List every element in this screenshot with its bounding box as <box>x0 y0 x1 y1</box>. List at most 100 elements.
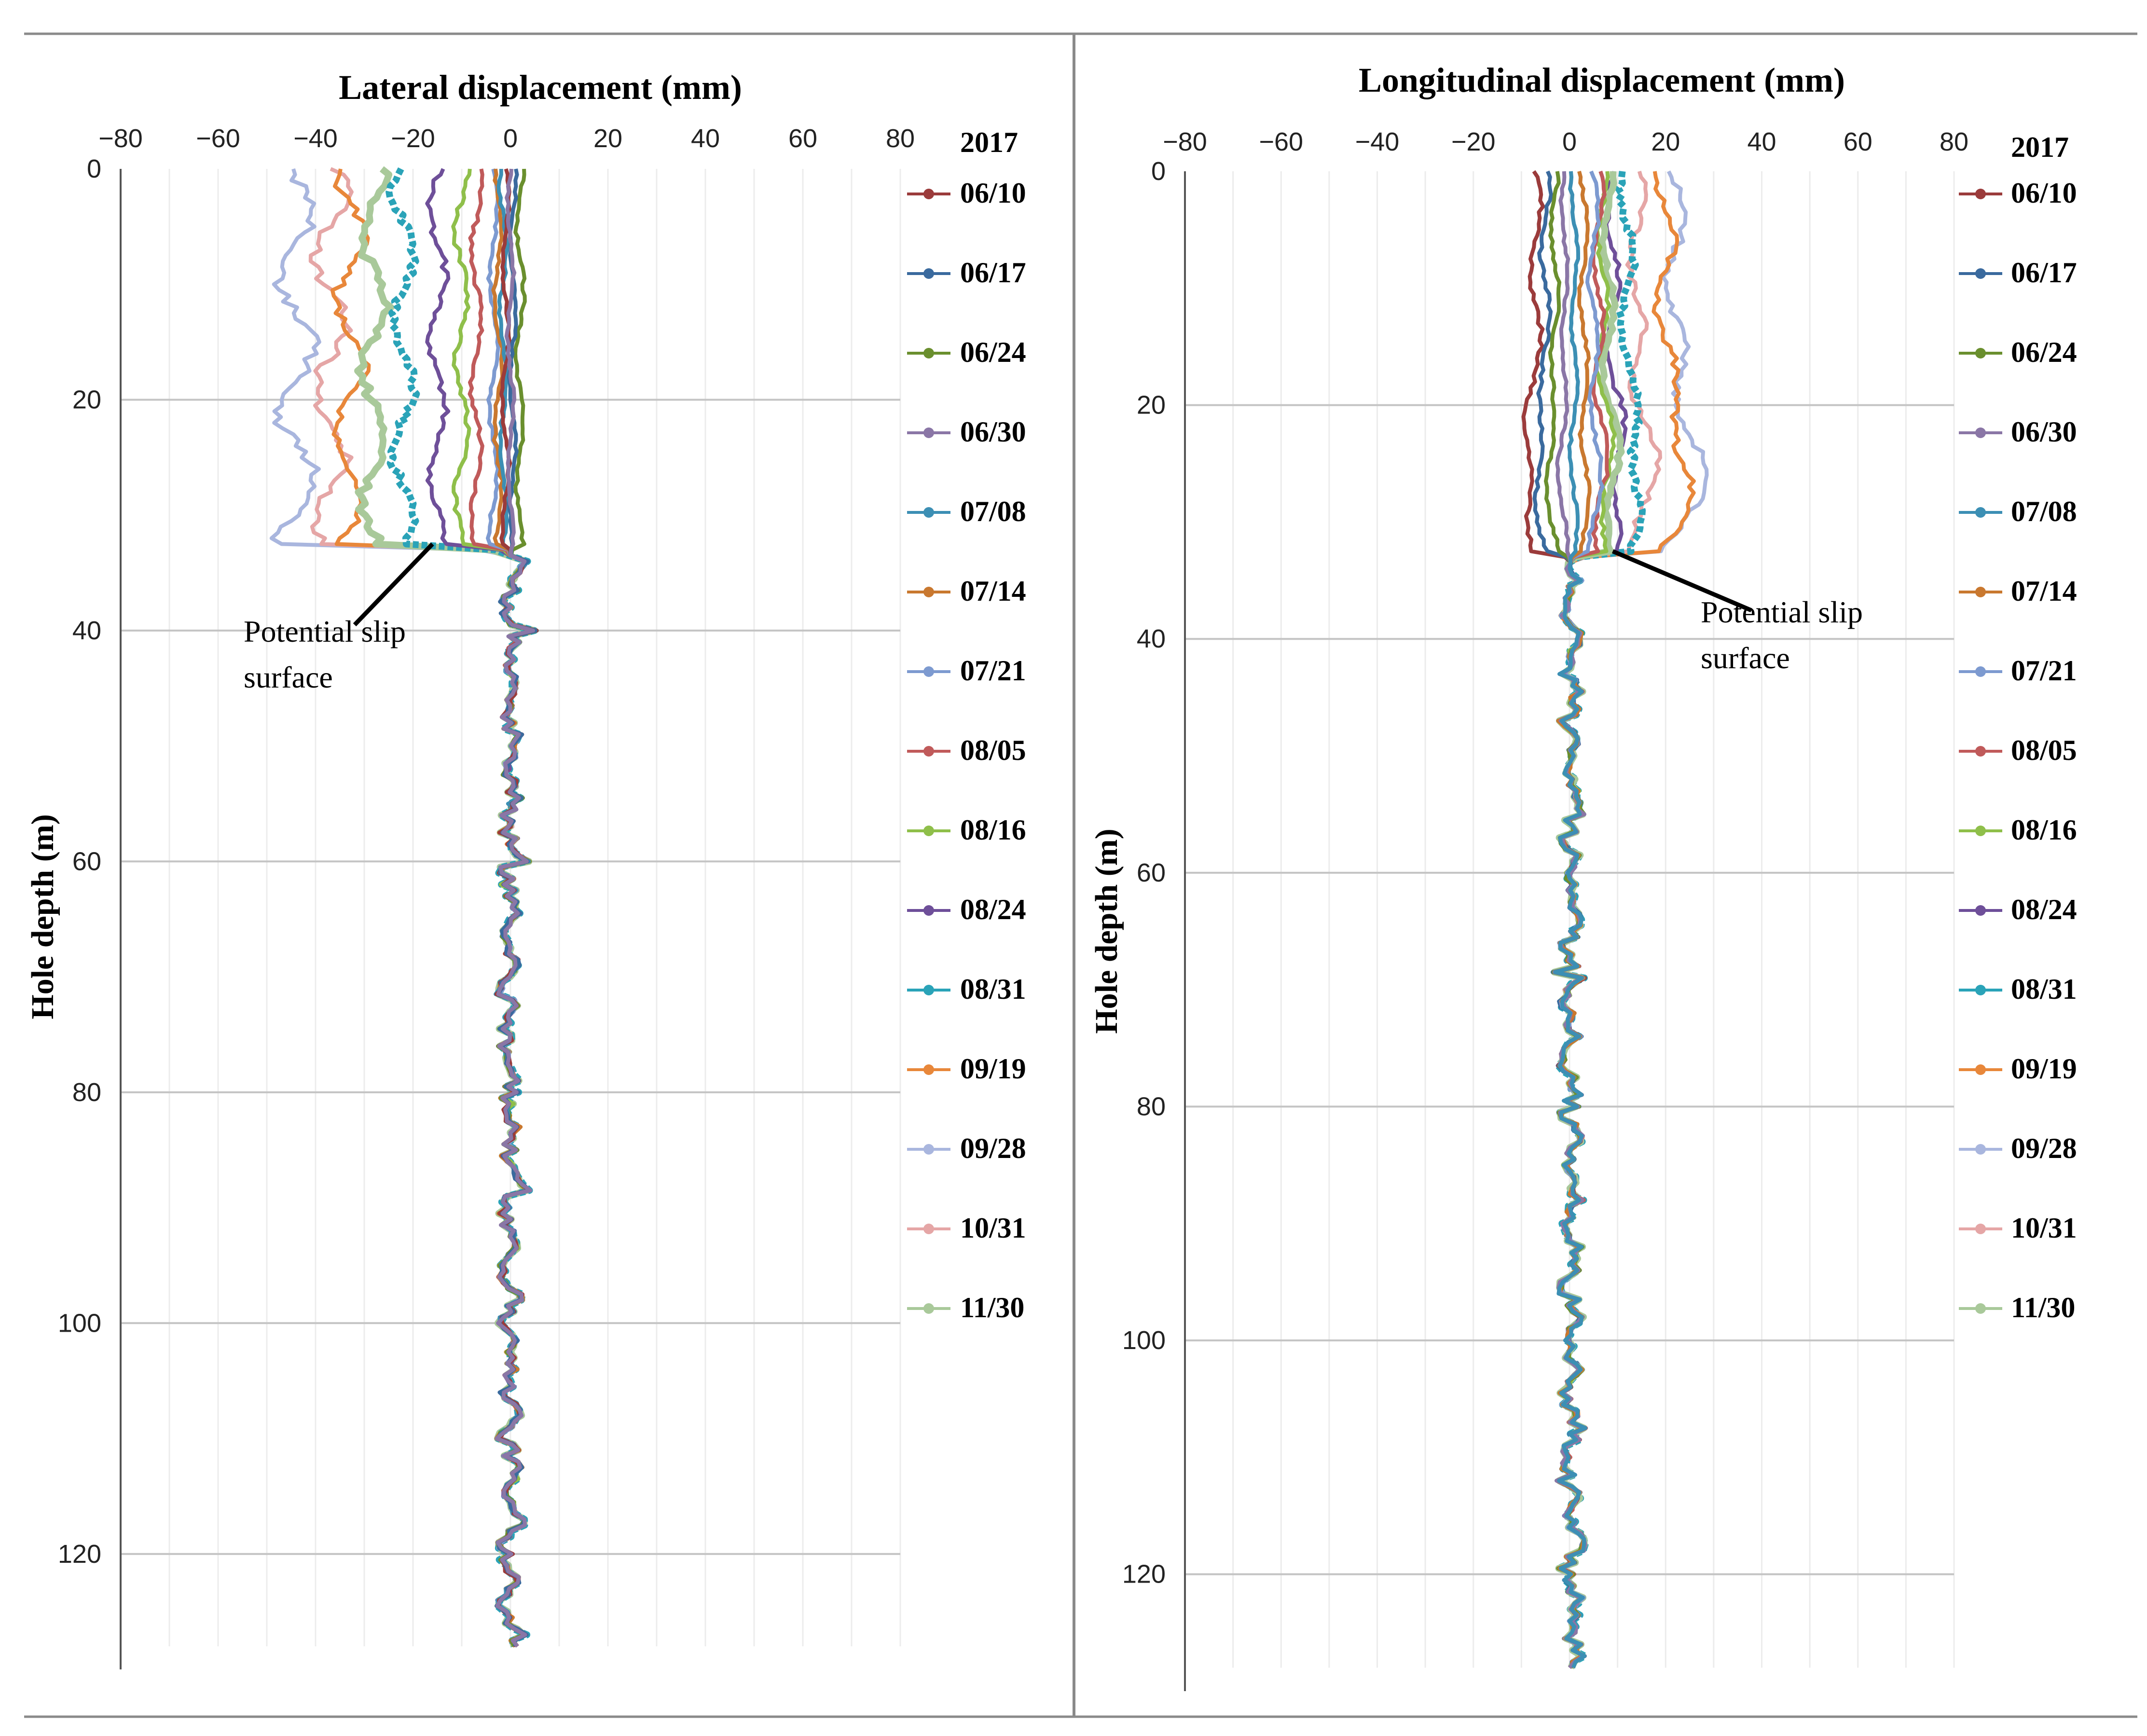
y-tick-label: 40 <box>1137 624 1166 653</box>
legend-label: 06/30 <box>960 416 1026 448</box>
legend-label: 06/17 <box>960 257 1026 289</box>
legend-marker <box>1975 587 1986 597</box>
y-tick-label: 0 <box>87 154 101 183</box>
legend-label: 09/19 <box>960 1053 1026 1085</box>
y-tick-label: 80 <box>72 1078 101 1107</box>
x-tick-label: 80 <box>886 124 915 153</box>
longitudinal-panel: Longitudinal displacement (mm) −80 −60 −40 −… <box>1089 61 2077 1691</box>
x-tick-label: 40 <box>1747 127 1776 156</box>
legend-label: 06/30 <box>2011 416 2077 448</box>
x-tick-label: 60 <box>788 124 817 153</box>
legend-label: 09/19 <box>2011 1053 2077 1085</box>
y-tick-label: 100 <box>1122 1326 1166 1355</box>
legend-label: 06/24 <box>2011 336 2077 368</box>
annotation-text-line1: Potential slip <box>244 614 406 648</box>
x-tick-label: −80 <box>98 124 143 153</box>
legend-marker <box>923 427 934 438</box>
legend-label: 08/05 <box>2011 734 2077 766</box>
legend-label: 06/10 <box>2011 177 2077 209</box>
legend-marker <box>923 587 934 597</box>
legend-marker <box>1975 905 1986 916</box>
legend-marker <box>1975 348 1986 358</box>
x-tick-label: −20 <box>391 124 435 153</box>
lateral-panel: Lateral displacement (mm) −80 −60 −40 −20 0 20… <box>25 68 1026 1669</box>
legend-label: 10/31 <box>2011 1212 2077 1244</box>
legend-marker <box>1975 1144 1986 1155</box>
series-line-06-30 <box>495 168 535 1648</box>
x-tick-label: −40 <box>1355 127 1400 156</box>
legend-marker <box>923 905 934 916</box>
legend-marker <box>1975 1224 1986 1234</box>
annotation-text-line2: surface <box>244 660 333 694</box>
legend-marker <box>923 268 934 279</box>
legend-label: 08/31 <box>2011 973 2077 1005</box>
y-axis-label: Hole depth (m) <box>25 814 60 1019</box>
legend-marker <box>923 189 934 199</box>
legend-label: 08/16 <box>2011 814 2077 846</box>
y-tick-label: 80 <box>1137 1092 1166 1121</box>
legend-marker <box>1975 1064 1986 1075</box>
x-tick-label: −60 <box>196 124 240 153</box>
legend-marker <box>923 746 934 757</box>
legend-label: 08/31 <box>960 973 1026 1005</box>
x-tick-label: 60 <box>1844 127 1872 156</box>
legend-label: 06/24 <box>960 336 1026 368</box>
chart-title: Longitudinal displacement (mm) <box>1359 61 1845 99</box>
legend-label: 06/10 <box>960 177 1026 209</box>
legend-marker <box>1975 746 1986 757</box>
legend-marker <box>1975 1303 1986 1314</box>
chart-title: Lateral displacement (mm) <box>339 68 742 107</box>
legend-marker <box>923 1144 934 1155</box>
y-tick-label: 120 <box>58 1540 101 1569</box>
legend-marker <box>1975 507 1986 518</box>
y-tick-label: 0 <box>1151 157 1166 186</box>
y-tick-label: 20 <box>1137 391 1166 420</box>
x-tick-label: −20 <box>1451 127 1496 156</box>
series-line-07-08 <box>1553 171 1588 1669</box>
legend-marker <box>923 826 934 836</box>
y-axis-label: Hole depth (m) <box>1089 828 1124 1033</box>
legend-label: 07/21 <box>960 655 1026 687</box>
legend-label: 07/08 <box>2011 496 2077 527</box>
legend-marker <box>923 507 934 518</box>
y-tick-label: 100 <box>58 1309 101 1337</box>
x-tick-label: −40 <box>293 124 338 153</box>
legend-marker <box>1975 189 1986 199</box>
legend-label: 09/28 <box>960 1132 1026 1164</box>
x-tick-label: 80 <box>1940 127 1968 156</box>
legend-marker <box>923 985 934 995</box>
legend-marker <box>923 1303 934 1314</box>
legend-label: 07/21 <box>2011 655 2077 687</box>
legend-marker <box>923 1064 934 1075</box>
x-tick-label: 0 <box>503 124 518 153</box>
annotation-arrow <box>1611 549 1752 613</box>
legend-label: 09/28 <box>2011 1132 2077 1164</box>
y-tick-label: 40 <box>72 616 101 645</box>
legend-label: 08/16 <box>960 814 1026 846</box>
legend-marker <box>923 1224 934 1234</box>
y-tick-label: 20 <box>72 385 101 414</box>
x-tick-label: 0 <box>1562 127 1577 156</box>
legend-marker <box>1975 268 1986 279</box>
annotation-arrow <box>353 542 434 627</box>
legend-label: 08/24 <box>2011 894 2077 925</box>
legend-label: 08/24 <box>960 894 1026 925</box>
annotation-text-line2: surface <box>1701 641 1790 675</box>
legend-label: 06/17 <box>2011 257 2077 289</box>
y-tick-label: 120 <box>1122 1560 1166 1589</box>
legend-marker <box>1975 666 1986 677</box>
legend-marker <box>1975 826 1986 836</box>
legend-marker <box>1975 985 1986 995</box>
legend-marker <box>923 348 934 358</box>
y-tick-label: 60 <box>1137 858 1166 887</box>
y-tick-label: 60 <box>72 847 101 876</box>
x-tick-label: 40 <box>691 124 720 153</box>
legend-label: 11/30 <box>960 1292 1024 1323</box>
legend-title: 2017 <box>2011 131 2069 163</box>
x-tick-label: 20 <box>1651 127 1680 156</box>
legend-label: 07/14 <box>2011 575 2077 607</box>
x-tick-label: −80 <box>1163 127 1207 156</box>
legend-label: 10/31 <box>960 1212 1026 1244</box>
x-tick-label: 20 <box>593 124 622 153</box>
